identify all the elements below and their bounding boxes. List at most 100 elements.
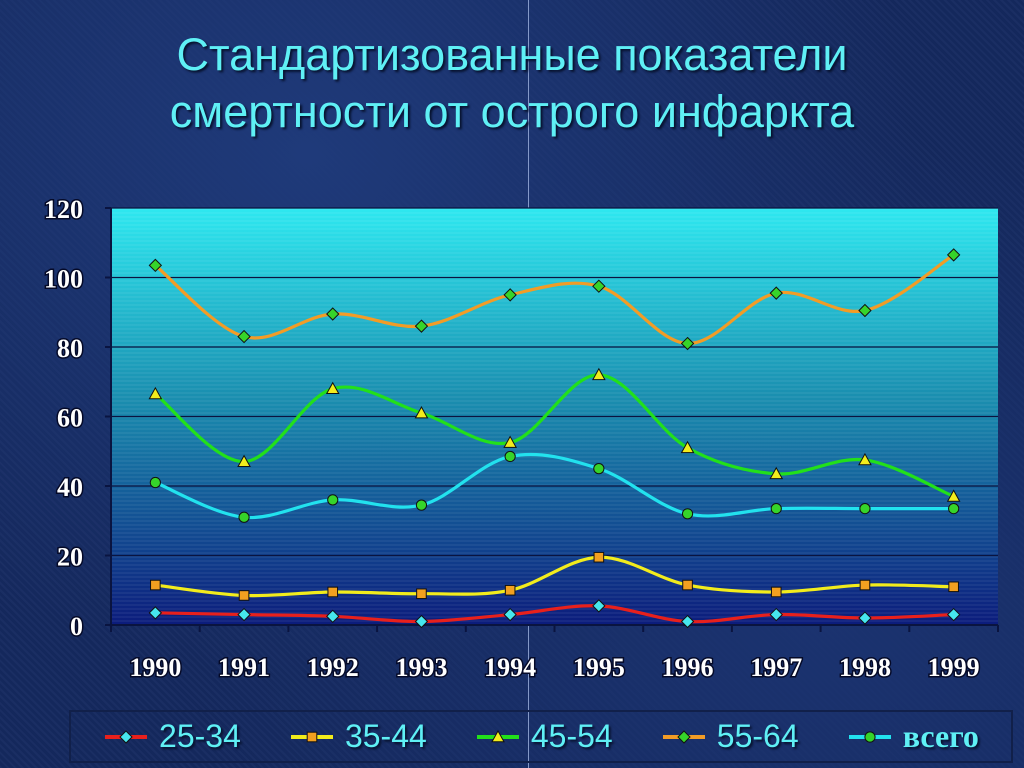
data-point bbox=[859, 579, 871, 591]
legend-swatch-marker bbox=[119, 729, 133, 744]
series-line bbox=[154, 452, 954, 520]
data-point bbox=[770, 586, 782, 598]
x-tick-label: 1999 bbox=[928, 653, 980, 682]
y-tick-label: 60 bbox=[57, 404, 83, 433]
data-point bbox=[593, 463, 605, 475]
data-point bbox=[859, 502, 871, 515]
x-tick-label: 1997 bbox=[750, 653, 802, 682]
slide-title: Стандартизованные показатели смертности … bbox=[0, 26, 1024, 140]
data-point bbox=[148, 386, 163, 400]
y-tick-label: 120 bbox=[44, 195, 83, 224]
y-tick-label: 0 bbox=[70, 612, 83, 641]
y-tick-label: 20 bbox=[57, 543, 83, 572]
legend-label: 55-64 bbox=[716, 718, 799, 754]
data-point bbox=[414, 614, 429, 629]
data-point bbox=[237, 329, 251, 344]
data-point bbox=[503, 288, 517, 302]
legend-item: 25-34 bbox=[103, 718, 241, 755]
data-point bbox=[858, 303, 872, 318]
x-tick-label: 1995 bbox=[573, 653, 625, 682]
data-point bbox=[325, 381, 340, 394]
data-point bbox=[150, 579, 161, 591]
series-line bbox=[155, 604, 954, 624]
x-tick-label: 1992 bbox=[307, 653, 359, 682]
data-point bbox=[946, 607, 961, 622]
data-point bbox=[416, 588, 427, 600]
title-line-2: смертности от острого инфаркта bbox=[169, 86, 855, 137]
legend-swatch bbox=[848, 730, 891, 743]
series-55-64 bbox=[148, 248, 961, 351]
data-point bbox=[592, 279, 606, 293]
data-point bbox=[593, 551, 605, 563]
data-point bbox=[948, 502, 960, 515]
x-tick-label: 1998 bbox=[839, 653, 891, 682]
data-point bbox=[769, 607, 783, 622]
x-tick-label: 1994 bbox=[484, 653, 536, 682]
x-tick-label: 1996 bbox=[662, 653, 714, 682]
data-point bbox=[504, 584, 516, 596]
data-point bbox=[503, 435, 517, 448]
legend-item: 35-44 bbox=[289, 718, 427, 755]
line-chart: 0 20 40 60 80 100 120 1990 1991 1992 1993 1994 1995… bbox=[43, 194, 999, 684]
data-point bbox=[680, 336, 695, 351]
legend-label: 45-54 bbox=[530, 718, 613, 754]
data-point bbox=[148, 606, 163, 620]
data-point bbox=[504, 450, 516, 463]
legend-swatch-marker bbox=[864, 730, 876, 743]
legend-swatch-marker bbox=[306, 731, 318, 742]
data-point bbox=[769, 466, 784, 480]
data-point bbox=[326, 307, 340, 321]
data-point bbox=[415, 499, 428, 511]
series-line bbox=[154, 253, 955, 346]
data-point bbox=[592, 599, 606, 613]
legend-label: 35-44 bbox=[344, 718, 427, 754]
data-point bbox=[681, 508, 694, 520]
legend-label: 25-34 bbox=[159, 718, 241, 754]
data-point bbox=[326, 609, 340, 624]
title-line-1: Стандартизованные показатели bbox=[176, 29, 848, 80]
legend-item: всего bbox=[847, 718, 979, 755]
series-line bbox=[155, 555, 954, 598]
series-45-54 bbox=[148, 367, 961, 502]
data-point bbox=[682, 579, 693, 591]
legend-swatch-marker bbox=[677, 729, 691, 744]
y-tick-label: 40 bbox=[57, 473, 83, 502]
data-point bbox=[592, 367, 606, 381]
data-point bbox=[680, 440, 695, 454]
legend-swatch bbox=[290, 731, 333, 742]
legend-swatch bbox=[105, 729, 148, 744]
data-point bbox=[237, 454, 251, 467]
x-tick-label: 1990 bbox=[129, 653, 181, 682]
y-tick-label: 80 bbox=[57, 334, 83, 363]
data-point bbox=[414, 405, 429, 419]
data-point bbox=[858, 611, 872, 625]
data-point bbox=[148, 258, 163, 273]
data-point bbox=[327, 586, 339, 598]
data-point bbox=[680, 614, 695, 629]
data-point bbox=[414, 319, 429, 333]
legend-label: всего bbox=[902, 718, 979, 754]
data-point bbox=[946, 489, 961, 502]
data-point bbox=[948, 581, 959, 593]
x-tick-label: 1991 bbox=[218, 653, 270, 682]
data-point bbox=[149, 476, 161, 489]
data-point bbox=[946, 248, 961, 262]
series-25-34 bbox=[148, 599, 961, 629]
legend-swatch bbox=[662, 729, 705, 744]
data-point bbox=[327, 494, 339, 506]
legend-item: 45-54 bbox=[475, 718, 613, 755]
data-point bbox=[503, 607, 517, 622]
legend-swatch-marker bbox=[491, 729, 505, 742]
x-tick-label: 1993 bbox=[395, 653, 447, 682]
data-point bbox=[770, 502, 782, 515]
data-point bbox=[237, 607, 251, 622]
legend-swatch bbox=[476, 729, 519, 742]
data-point bbox=[238, 511, 250, 523]
data-point bbox=[238, 590, 250, 601]
series-line bbox=[154, 373, 955, 498]
y-tick-label: 100 bbox=[44, 265, 83, 294]
chart-legend: 25-34 35-44 45-54 55-64 всего bbox=[69, 710, 1013, 763]
legend-item: 55-64 bbox=[661, 718, 799, 755]
series-35-44 bbox=[150, 551, 959, 601]
data-point bbox=[858, 452, 872, 466]
